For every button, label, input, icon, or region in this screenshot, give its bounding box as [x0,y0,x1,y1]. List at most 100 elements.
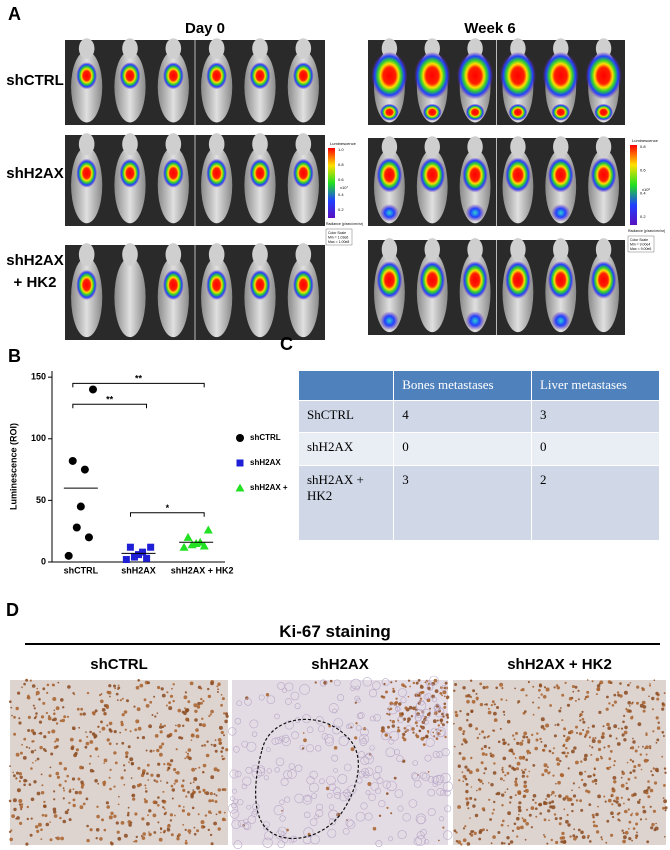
alveolus [294,793,304,804]
stained-nucleus [173,782,176,785]
stained-nucleus [196,705,201,709]
stained-nucleus [62,797,65,800]
stained-nucleus [425,734,429,738]
stained-nucleus [133,840,136,843]
row-label: shH2AX [6,252,64,269]
y-axis-label: Luminescence (ROI) [8,423,18,510]
stained-nucleus [213,793,216,796]
stained-nucleus [514,687,516,690]
alveolus [280,831,286,836]
stained-nucleus [119,731,122,734]
stained-nucleus [202,788,206,792]
stained-nucleus [196,785,201,790]
stained-nucleus [120,776,124,780]
stained-nucleus [80,707,84,711]
stained-nucleus [657,721,660,724]
stained-nucleus [157,796,160,799]
stained-nucleus [559,707,562,709]
stained-nucleus [472,689,476,693]
stained-nucleus [620,783,625,788]
stained-nucleus [107,690,112,695]
x-tick-label: shCTRL [64,565,99,575]
stained-nucleus [584,753,588,758]
stained-nucleus [154,715,157,718]
stained-nucleus [71,726,76,730]
mouse-head [208,133,225,156]
stained-nucleus [521,817,524,820]
stained-nucleus [398,702,402,706]
stained-nucleus [493,718,498,722]
stained-nucleus [152,800,157,804]
y-tick-label: 100 [31,433,46,443]
stained-nucleus [213,743,217,748]
stained-nucleus [631,760,635,763]
stained-nucleus [492,771,497,775]
stained-nucleus [542,695,547,699]
signal [162,158,184,188]
stained-nucleus [144,799,148,804]
stained-nucleus [571,789,573,792]
stained-nucleus [516,761,521,766]
mouse-head [208,243,225,266]
stained-nucleus [570,802,574,806]
signal [292,269,314,301]
stained-nucleus [25,746,28,749]
stained-nucleus [28,783,32,786]
stained-nucleus [483,744,487,749]
stained-nucleus [146,822,150,826]
stained-nucleus [27,715,31,719]
stained-nucleus [651,696,655,701]
stained-nucleus [333,746,338,750]
stained-nucleus [137,766,141,770]
stained-nucleus [191,806,195,810]
stained-nucleus [572,794,577,798]
stained-nucleus [433,735,436,738]
alveolus [360,756,370,765]
stained-nucleus [426,713,431,717]
stained-nucleus [548,771,551,773]
alveolus [415,835,426,846]
stained-nucleus [469,679,473,682]
stained-nucleus [572,690,575,693]
stained-nucleus [106,805,110,809]
stained-nucleus [443,702,447,706]
alveolus [280,778,289,787]
stained-nucleus [429,707,431,710]
stained-nucleus [454,683,458,686]
stained-nucleus [493,800,496,804]
stained-nucleus [541,773,545,777]
stained-nucleus [74,790,79,795]
stained-nucleus [628,837,632,841]
stained-nucleus [650,826,654,830]
stained-nucleus [586,690,590,694]
stained-nucleus [627,808,630,811]
stained-nucleus [580,808,584,812]
stained-nucleus [108,684,112,688]
stained-nucleus [483,736,486,739]
stained-nucleus [454,710,458,714]
stained-nucleus [513,822,517,826]
stained-nucleus [566,751,570,755]
stained-nucleus [195,734,200,739]
alveolus [440,684,447,691]
mouse-head [78,133,95,156]
alveolus [432,781,439,787]
stained-nucleus [577,689,580,692]
stained-nucleus [158,837,163,842]
mouse-head [381,136,398,158]
stained-nucleus [170,833,174,837]
stained-nucleus [493,703,496,706]
stained-nucleus [141,771,146,775]
alveolus [331,754,339,762]
stained-nucleus [615,800,619,804]
stained-nucleus [653,679,656,681]
stained-nucleus [439,729,442,732]
alveolus [246,804,252,810]
data-point [76,502,85,511]
alveolus [304,811,311,819]
stained-nucleus [127,811,130,815]
stained-nucleus [612,815,615,819]
stained-nucleus [525,808,529,811]
stained-nucleus [193,703,198,708]
stained-nucleus [214,749,218,753]
